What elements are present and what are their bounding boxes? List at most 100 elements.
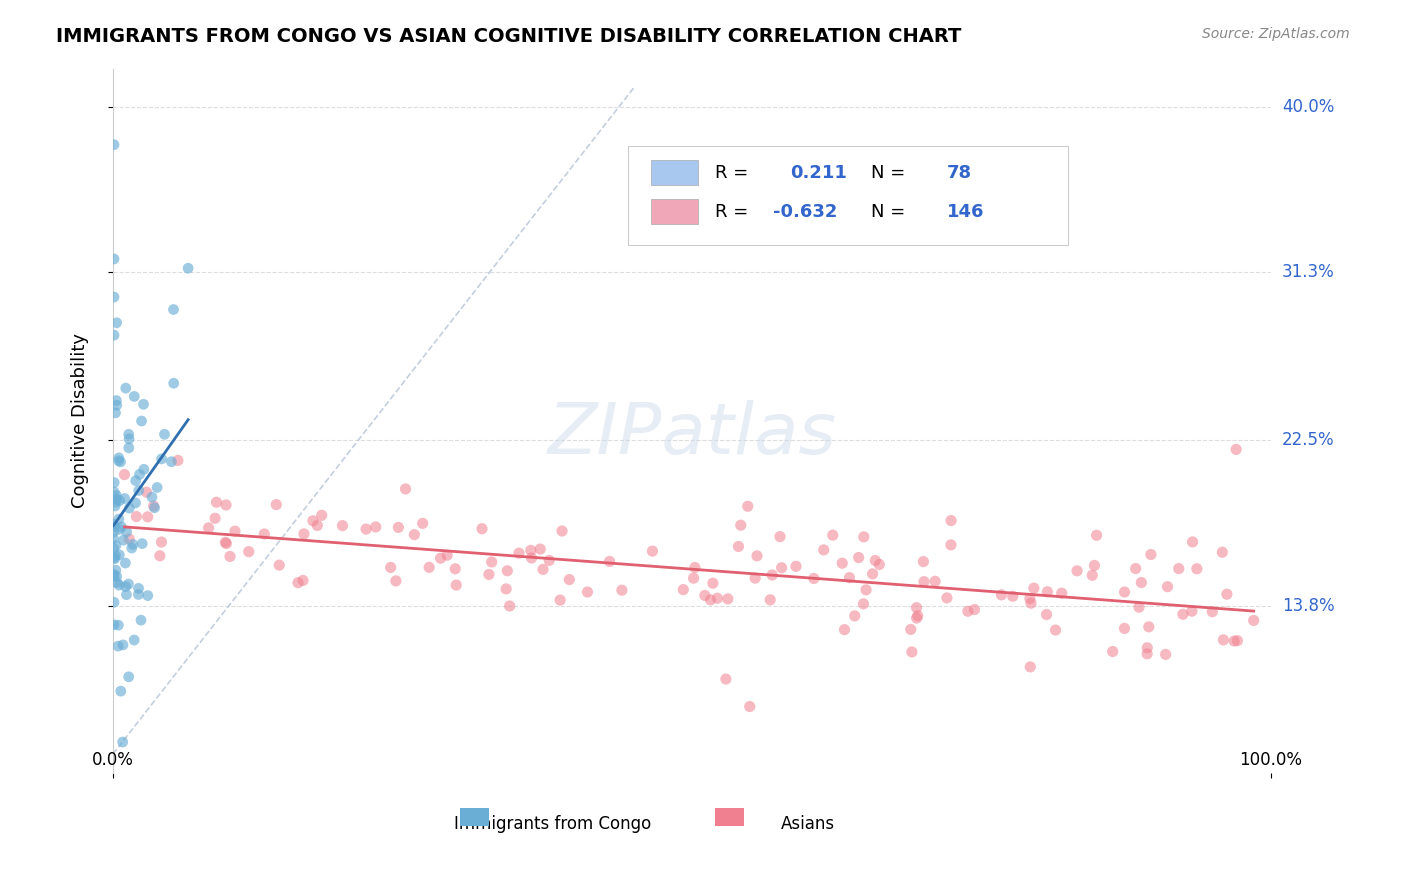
FancyBboxPatch shape bbox=[628, 146, 1069, 244]
Point bbox=[215, 536, 238, 550]
Point bbox=[769, 530, 792, 544]
Point bbox=[103, 290, 125, 304]
Y-axis label: Cognitive Disability: Cognitive Disability bbox=[72, 334, 89, 508]
Point bbox=[1081, 568, 1104, 582]
Point bbox=[115, 524, 138, 539]
Point bbox=[1035, 607, 1057, 622]
Point bbox=[1226, 633, 1249, 648]
Point bbox=[118, 441, 141, 455]
Point bbox=[108, 522, 131, 536]
Point bbox=[103, 137, 125, 152]
Point bbox=[103, 550, 125, 565]
Point bbox=[167, 453, 190, 467]
Text: 40.0%: 40.0% bbox=[1282, 97, 1334, 116]
Point bbox=[104, 549, 127, 563]
Point bbox=[1185, 562, 1208, 576]
Point bbox=[865, 553, 887, 567]
Point bbox=[478, 567, 501, 582]
Point bbox=[737, 500, 759, 514]
Point bbox=[1022, 581, 1045, 595]
Point bbox=[311, 508, 333, 523]
Point bbox=[990, 588, 1012, 602]
Point bbox=[1050, 586, 1073, 600]
Point bbox=[142, 499, 165, 513]
Point bbox=[121, 541, 143, 555]
Point bbox=[785, 559, 807, 574]
Point bbox=[104, 551, 127, 566]
Point bbox=[1225, 442, 1247, 457]
Point bbox=[471, 522, 494, 536]
Point bbox=[104, 563, 127, 577]
Point bbox=[150, 451, 173, 466]
Point bbox=[115, 588, 138, 602]
Point bbox=[287, 575, 309, 590]
Point bbox=[124, 496, 146, 510]
Point bbox=[1066, 564, 1088, 578]
Point bbox=[1167, 561, 1189, 575]
Point bbox=[122, 633, 145, 648]
Point bbox=[939, 514, 962, 528]
Point bbox=[429, 551, 451, 566]
Point bbox=[1181, 535, 1204, 549]
Point bbox=[253, 527, 276, 541]
Point bbox=[935, 591, 957, 605]
Point bbox=[803, 572, 825, 586]
Point bbox=[107, 639, 129, 653]
Point bbox=[160, 455, 183, 469]
Point bbox=[117, 577, 139, 591]
Point bbox=[103, 475, 125, 490]
Point bbox=[380, 560, 402, 574]
Point bbox=[197, 521, 219, 535]
Point bbox=[135, 485, 157, 500]
Point bbox=[111, 735, 134, 749]
Point bbox=[103, 541, 125, 556]
Point bbox=[114, 381, 136, 395]
Point bbox=[1018, 591, 1040, 606]
Point bbox=[114, 491, 136, 506]
Point bbox=[1137, 620, 1160, 634]
Point bbox=[912, 574, 935, 589]
Point bbox=[1154, 648, 1177, 662]
Point bbox=[110, 455, 132, 469]
Point bbox=[105, 569, 128, 583]
Point bbox=[219, 549, 242, 564]
Point bbox=[110, 684, 132, 698]
Point bbox=[1211, 545, 1233, 559]
Point bbox=[831, 556, 853, 570]
Point bbox=[508, 546, 530, 560]
Point bbox=[1216, 587, 1239, 601]
Point bbox=[104, 539, 127, 553]
Point bbox=[404, 527, 426, 541]
FancyBboxPatch shape bbox=[460, 808, 489, 826]
Point bbox=[103, 617, 125, 632]
Point bbox=[848, 550, 870, 565]
Point bbox=[103, 567, 125, 582]
Point bbox=[122, 389, 145, 403]
Point bbox=[131, 414, 153, 428]
Point bbox=[862, 566, 884, 581]
Text: 78: 78 bbox=[946, 164, 972, 182]
Point bbox=[215, 498, 238, 512]
Point bbox=[111, 638, 134, 652]
Point bbox=[1171, 607, 1194, 622]
Point bbox=[105, 495, 128, 509]
Point bbox=[385, 574, 408, 588]
Point bbox=[939, 538, 962, 552]
Text: R =: R = bbox=[716, 164, 754, 182]
Point bbox=[205, 495, 228, 509]
Point bbox=[141, 490, 163, 504]
Point bbox=[714, 672, 737, 686]
Point bbox=[112, 533, 135, 548]
Point bbox=[103, 595, 125, 609]
Point bbox=[852, 530, 875, 544]
Point bbox=[1001, 589, 1024, 603]
Text: 0.211: 0.211 bbox=[790, 164, 848, 182]
Point bbox=[1019, 660, 1042, 674]
Point bbox=[1140, 548, 1163, 562]
Point bbox=[905, 600, 928, 615]
Point bbox=[730, 518, 752, 533]
Point bbox=[103, 569, 125, 583]
Point bbox=[813, 542, 835, 557]
Point bbox=[394, 482, 416, 496]
Point bbox=[108, 548, 131, 562]
